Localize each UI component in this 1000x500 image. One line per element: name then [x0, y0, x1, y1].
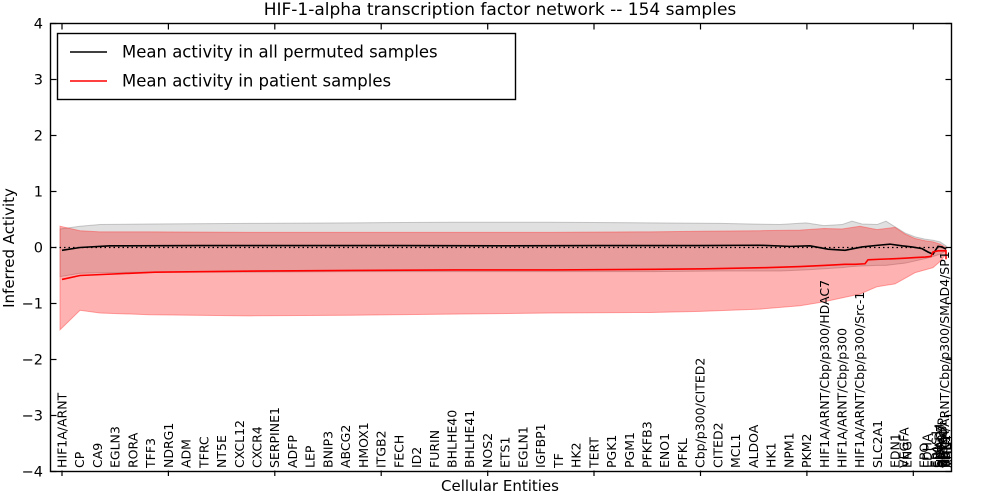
entity-label: ADM	[179, 439, 194, 468]
entity-label: NDRG1	[161, 423, 176, 468]
entity-label: HIF1A/ARNT/Cbp/p300/Src-1	[852, 292, 867, 468]
entity-label: HIF1A/ARNT/Cbp/p300	[835, 328, 850, 468]
entity-label: CXCL12	[232, 420, 247, 468]
entity-label: HK1	[764, 442, 779, 468]
entity-label: NOS2	[480, 433, 495, 468]
entity-label: ID2	[409, 447, 424, 468]
y-tick-label: −1	[22, 297, 43, 313]
entity-label: SERPINE1	[267, 407, 282, 468]
confidence-bands-layer	[59, 220, 947, 332]
y-tick-label: 2	[34, 129, 43, 145]
entity-label: ADFP	[285, 435, 300, 468]
entity-label: PFKFB3	[640, 421, 655, 468]
entity-label: CA9	[90, 443, 105, 468]
entity-label: TFRC	[196, 436, 211, 469]
entity-label: ABCG2	[338, 425, 353, 468]
entity-label: PGM1	[622, 432, 637, 468]
entity-label: HK2	[569, 442, 584, 468]
entity-label: HIF1A/ARNT	[55, 392, 70, 468]
entity-label: BHLHE41	[462, 410, 477, 468]
entity-label: ENO1	[657, 433, 672, 468]
axes-frame	[49, 22, 953, 473]
x-entity-labels-layer: HIF1A/ARNT CP CA9 EGLN3 RORA TFF3 NDRG1 ADM TFRC…	[55, 251, 956, 469]
patient-mean-line	[61, 250, 947, 281]
entity-label-overlapped: CREBBP	[935, 418, 950, 468]
entity-label: ALDOA	[746, 424, 761, 468]
legend-box	[56, 32, 517, 101]
entity-label: ETS1	[498, 437, 513, 468]
entity-label: PGK1	[604, 435, 619, 468]
entity-label-overlapped: PDK1	[938, 435, 953, 468]
entity-label: PFKL	[675, 438, 690, 468]
entity-label: NPM1	[781, 432, 796, 468]
entity-label: LEP	[303, 445, 318, 468]
entity-label: MCL1	[728, 434, 743, 468]
entity-label-overlapped: LDHA	[920, 433, 935, 468]
entity-label-overlapped: SP1	[930, 445, 945, 468]
entity-label-overlapped: ENG	[900, 441, 915, 468]
entity-label: BNIP3	[320, 431, 335, 468]
chart-title: HIF-1-alpha transcription factor network…	[264, 0, 737, 20]
y-tick-label: 1	[34, 185, 43, 201]
entity-label: BHLHE40	[445, 410, 460, 468]
entity-label: TERT	[586, 437, 601, 469]
entity-label: CP	[72, 451, 87, 468]
entity-label: PKM2	[799, 434, 814, 468]
entity-label: EGLN1	[515, 426, 530, 468]
entity-label-overlapped: VEGFA	[897, 427, 912, 468]
entity-label: TF	[551, 453, 566, 469]
y-tick-label: −2	[22, 353, 43, 369]
entity-label-overlapped: ARNT	[940, 433, 955, 468]
y-tick-label: 3	[34, 73, 43, 89]
entity-label: CITED2	[710, 422, 725, 468]
entity-label: FURIN	[427, 430, 442, 468]
entity-label-overlapped: VHL	[939, 443, 954, 468]
entity-label: CXCR4	[250, 426, 265, 468]
y-tick-label: −4	[22, 465, 43, 481]
entity-label: IGFBP1	[533, 423, 548, 468]
entity-label: ITGB2	[374, 430, 389, 468]
y-tick-label: 0	[34, 241, 43, 257]
entity-label: SLC2A1	[870, 420, 885, 468]
entity-label: HMOX1	[356, 422, 371, 468]
permuted-mean-line	[61, 243, 947, 256]
y-tick-labels-layer: 4 3 2 1 0 −1 −2 −3 −4	[22, 17, 43, 481]
entity-label-overlapped: EPAS1	[929, 429, 944, 468]
entity-label: RORA	[125, 432, 140, 468]
legend-label-permuted: Mean activity in all permuted samples	[122, 43, 438, 62]
entity-label-overlapped: SMAD4	[932, 423, 947, 468]
y-tick-label: −3	[22, 409, 43, 425]
entity-label: Cbp/p300/CITED2	[693, 358, 708, 468]
patient-band	[59, 225, 947, 332]
entity-label-overlapped: HDAC7	[933, 424, 948, 468]
legend-label-patient: Mean activity in patient samples	[122, 72, 391, 91]
entity-label: EDN1	[888, 433, 903, 468]
y-axis-label: Inferred Activity	[0, 188, 18, 308]
mean-lines-layer	[61, 243, 947, 281]
entity-label: NT5E	[214, 435, 229, 468]
entity-label: HIF1A/ARNT/Cbp/p300/HDAC7	[817, 280, 832, 468]
y-tick-label: 4	[34, 17, 43, 33]
entity-label-overlapped: EP300	[936, 429, 951, 468]
legend: Mean activity in all permuted samples Me…	[56, 32, 517, 101]
entity-label-overlapped: HIF1A/ARNT/Cbp/p300/SMAD4/SP1	[937, 251, 952, 468]
entity-label: FECH	[391, 435, 406, 468]
entity-label-overlapped: EPO	[917, 443, 932, 468]
entity-label: TFF3	[143, 438, 158, 469]
entity-label: EGLN3	[108, 426, 123, 468]
x-axis-label: Cellular Entities	[441, 477, 559, 495]
